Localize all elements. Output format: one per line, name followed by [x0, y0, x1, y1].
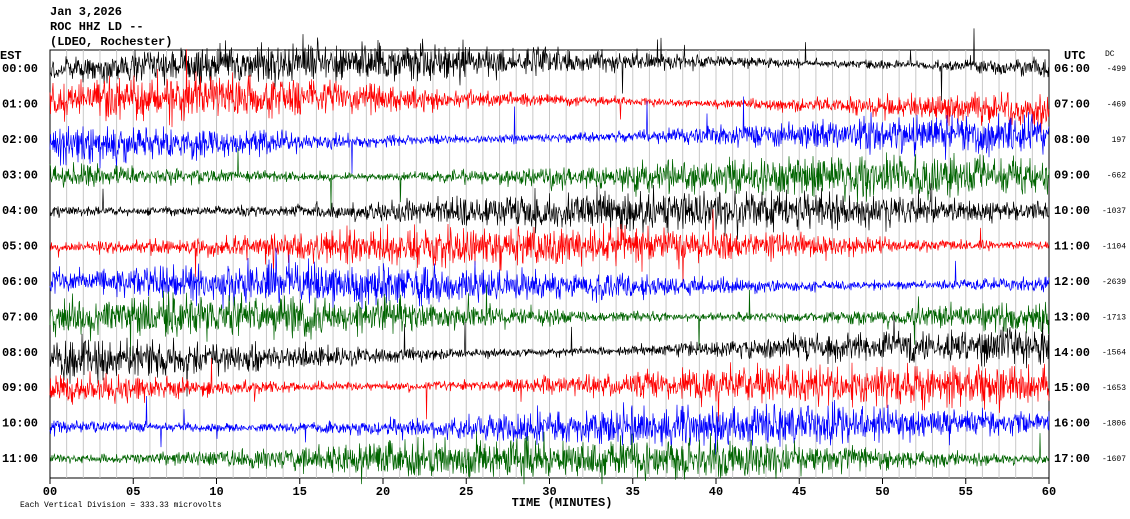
x-tick-label: 00	[43, 485, 57, 499]
dc-label: -499	[1107, 65, 1126, 74]
x-tick-label: 50	[875, 485, 889, 499]
est-label: 10:00	[2, 417, 38, 431]
title-line: Jan 3,2026	[50, 5, 122, 19]
est-label: 01:00	[2, 98, 38, 112]
trace	[49, 183, 1050, 240]
utc-label: 10:00	[1054, 204, 1090, 218]
x-tick-label: 20	[376, 485, 390, 499]
utc-label: 06:00	[1054, 62, 1090, 76]
x-tick-label: 05	[126, 485, 140, 499]
est-label: 02:00	[2, 133, 38, 147]
est-label: 04:00	[2, 204, 38, 218]
utc-label: 15:00	[1054, 381, 1090, 395]
dc-label: 197	[1112, 136, 1127, 145]
trace	[49, 96, 1050, 174]
est-label: 07:00	[2, 310, 38, 324]
dc-label: -1653	[1102, 384, 1126, 393]
x-tick-label: 55	[959, 485, 973, 499]
est-label: 11:00	[2, 452, 38, 466]
trace	[49, 315, 1050, 397]
left-axis-title: EST	[0, 49, 22, 63]
trace	[49, 28, 1050, 101]
est-label: 08:00	[2, 346, 38, 360]
trace	[49, 49, 1050, 134]
dc-label: -469	[1107, 101, 1126, 110]
x-tick-label: 40	[709, 485, 723, 499]
utc-label: 16:00	[1054, 417, 1090, 431]
utc-label: 13:00	[1054, 310, 1090, 324]
utc-label: 17:00	[1054, 452, 1090, 466]
est-label: 09:00	[2, 381, 38, 395]
title-line: (LDEO, Rochester)	[50, 35, 172, 49]
title-line: ROC HHZ LD --	[50, 20, 144, 34]
dc-label: -662	[1107, 171, 1126, 180]
utc-label: 12:00	[1054, 275, 1090, 289]
x-tick-label: 45	[792, 485, 806, 499]
trace	[49, 284, 1050, 357]
est-label: 00:00	[2, 62, 38, 76]
utc-label: 08:00	[1054, 133, 1090, 147]
utc-label: 14:00	[1054, 346, 1090, 360]
dc-label: -1037	[1102, 207, 1126, 216]
x-axis-title: TIME (MINUTES)	[512, 496, 613, 510]
x-tick-label: 10	[209, 485, 223, 499]
right-axis-title: UTC	[1064, 49, 1086, 63]
x-tick-label: 25	[459, 485, 473, 499]
dc-label: -1806	[1102, 420, 1126, 429]
scale-note: Each Vertical Division = 333.33 microvol…	[20, 501, 222, 510]
x-tick-label: 35	[626, 485, 640, 499]
x-tick-label: 60	[1042, 485, 1056, 499]
utc-label: 11:00	[1054, 239, 1090, 253]
trace	[49, 148, 1050, 209]
trace	[49, 395, 1050, 455]
dc-label: -1564	[1102, 349, 1126, 358]
est-label: 03:00	[2, 169, 38, 183]
dc-label: -2639	[1102, 278, 1126, 287]
x-tick-label: 15	[293, 485, 307, 499]
dc-label: -1713	[1102, 313, 1126, 322]
x-tick-label: 30	[542, 485, 556, 499]
trace	[49, 208, 1050, 283]
dc-title: DC	[1105, 50, 1115, 59]
utc-label: 09:00	[1054, 169, 1090, 183]
trace	[49, 358, 1050, 422]
trace	[49, 431, 1050, 485]
est-label: 05:00	[2, 239, 38, 253]
dc-label: -1607	[1102, 455, 1126, 464]
est-label: 06:00	[2, 275, 38, 289]
utc-label: 07:00	[1054, 98, 1090, 112]
trace	[49, 247, 1050, 309]
dc-label: -1104	[1102, 242, 1126, 251]
